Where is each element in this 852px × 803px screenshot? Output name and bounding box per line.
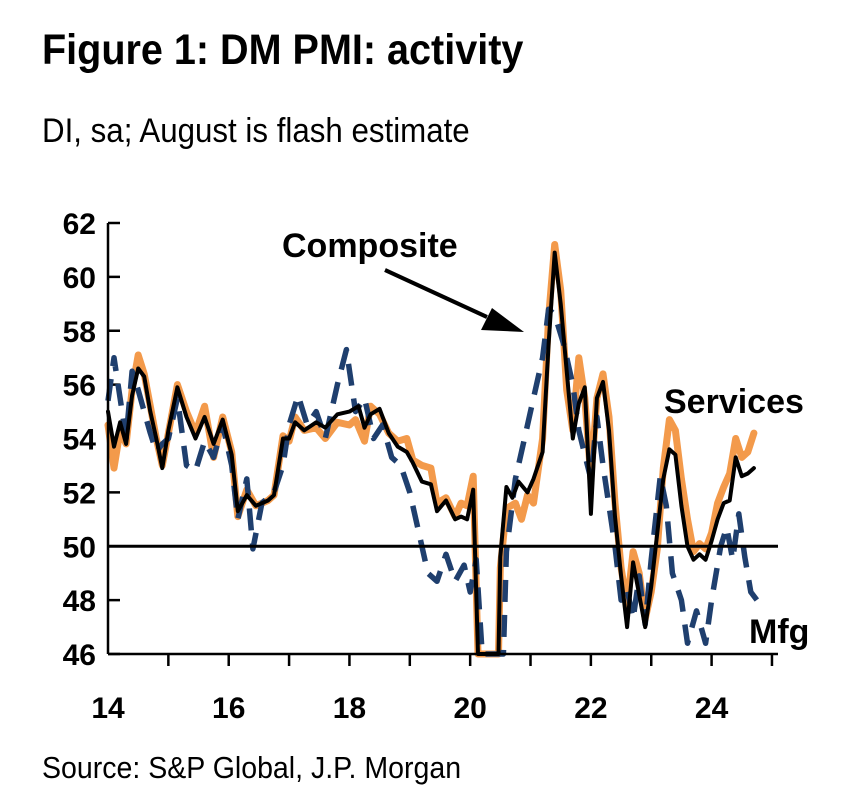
series-line-composite: [106, 250, 756, 656]
x-tick-label: 20: [453, 692, 486, 725]
x-axis-tick-labels: 14 16 18 20 22 24: [91, 692, 728, 725]
y-tick-label: 60: [63, 262, 96, 295]
y-tick-label: 54: [63, 424, 97, 457]
chart-title: Figure 1: DM PMI: activity: [42, 26, 524, 74]
x-tick-label: 22: [574, 692, 607, 725]
x-axis-ticks: [167, 654, 774, 666]
x-tick-label: 18: [333, 692, 366, 725]
series-layer: [104, 241, 760, 658]
composite-arrow-shaft: [384, 268, 488, 319]
y-tick-label: 62: [63, 208, 96, 241]
y-tick-label: 58: [63, 316, 96, 349]
x-tick-label: 14: [91, 692, 125, 725]
chart-subtitle: DI, sa; August is flash estimate: [42, 112, 470, 150]
y-tick-label: 52: [63, 477, 96, 510]
mfg-label: Mfg: [749, 613, 809, 651]
y-axis-tick-labels: 46 48 50 52 54 56 58 60 62: [63, 208, 97, 672]
y-tick-label: 46: [63, 639, 96, 672]
x-tick-label: 24: [695, 692, 729, 725]
composite-arrow-head: [481, 308, 524, 332]
y-tick-label: 56: [63, 370, 96, 403]
x-tick-label: 16: [212, 692, 245, 725]
source-note: Source: S&P Global, J.P. Morgan: [42, 750, 462, 785]
y-tick-label: 48: [63, 585, 96, 618]
services-label: Services: [664, 383, 804, 421]
y-tick-label: 50: [63, 531, 96, 564]
composite-label: Composite: [282, 227, 458, 265]
